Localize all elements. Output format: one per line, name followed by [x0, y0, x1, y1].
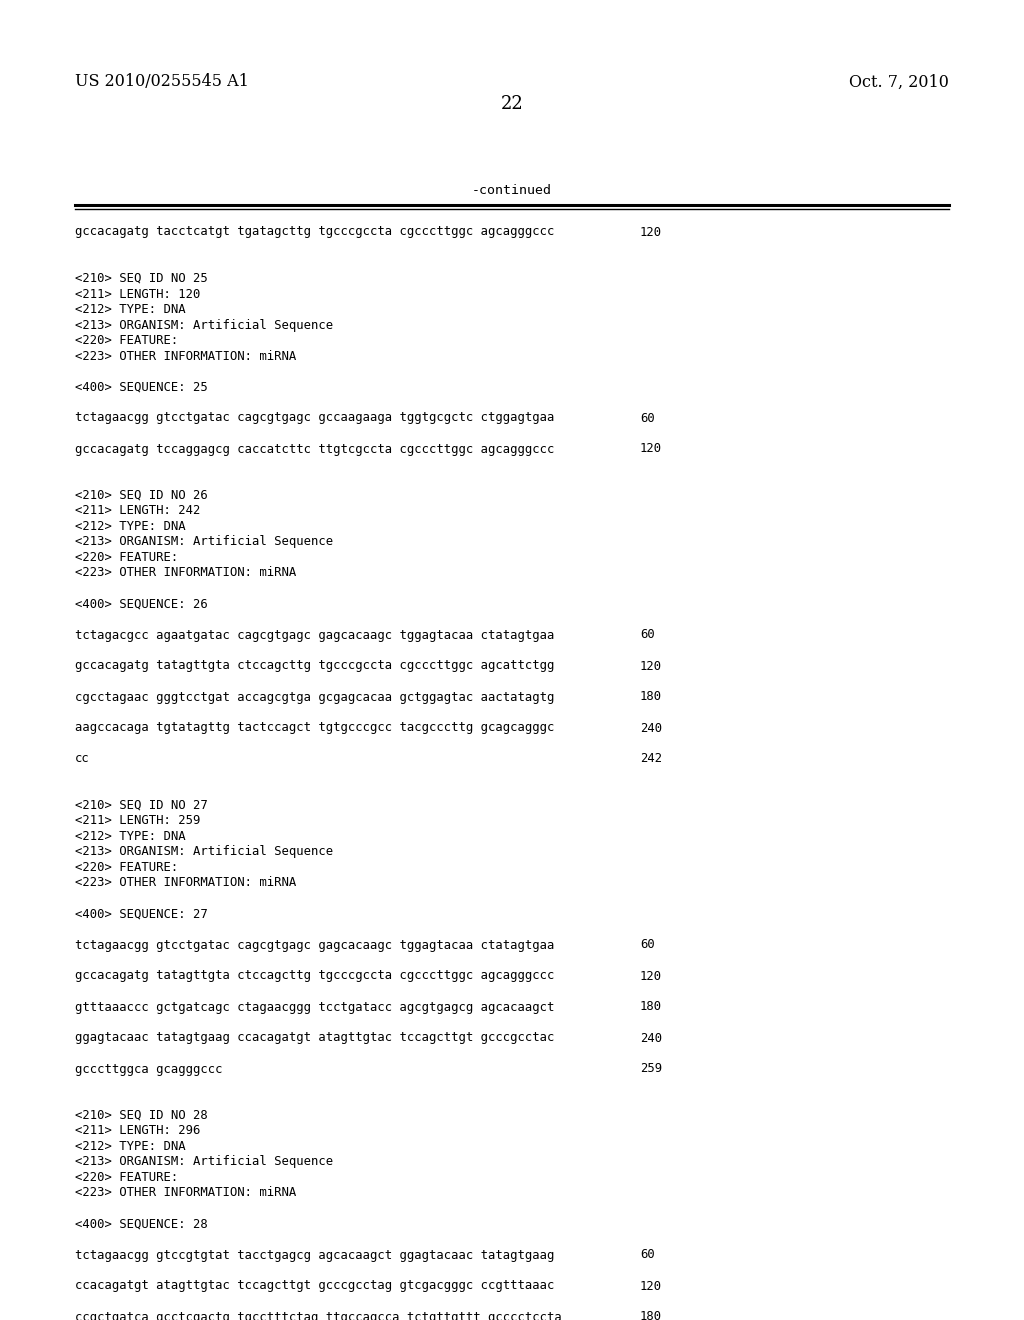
Text: <211> LENGTH: 242: <211> LENGTH: 242 [75, 504, 201, 517]
Text: tctagaacgg gtccgtgtat tacctgagcg agcacaagct ggagtacaac tatagtgaag: tctagaacgg gtccgtgtat tacctgagcg agcacaa… [75, 1249, 554, 1262]
Text: 22: 22 [501, 95, 523, 114]
Text: 180: 180 [640, 1311, 663, 1320]
Text: 180: 180 [640, 1001, 663, 1014]
Text: <210> SEQ ID NO 25: <210> SEQ ID NO 25 [75, 272, 208, 285]
Text: <210> SEQ ID NO 27: <210> SEQ ID NO 27 [75, 799, 208, 812]
Text: tctagaacgg gtcctgatac cagcgtgagc gccaagaaga tggtgcgctc ctggagtgaa: tctagaacgg gtcctgatac cagcgtgagc gccaaga… [75, 412, 554, 425]
Text: gccacagatg tccaggagcg caccatcttc ttgtcgccta cgcccttggc agcagggccc: gccacagatg tccaggagcg caccatcttc ttgtcgc… [75, 442, 554, 455]
Text: <223> OTHER INFORMATION: miRNA: <223> OTHER INFORMATION: miRNA [75, 1187, 296, 1200]
Text: <211> LENGTH: 120: <211> LENGTH: 120 [75, 288, 201, 301]
Text: <400> SEQUENCE: 25: <400> SEQUENCE: 25 [75, 380, 208, 393]
Text: tctagaacgg gtcctgatac cagcgtgagc gagcacaagc tggagtacaa ctatagtgaa: tctagaacgg gtcctgatac cagcgtgagc gagcaca… [75, 939, 554, 952]
Text: tctagacgcc agaatgatac cagcgtgagc gagcacaagc tggagtacaa ctatagtgaa: tctagacgcc agaatgatac cagcgtgagc gagcaca… [75, 628, 554, 642]
Text: gccacagatg tatagttgta ctccagcttg tgcccgccta cgcccttggc agcattctgg: gccacagatg tatagttgta ctccagcttg tgcccgc… [75, 660, 554, 672]
Text: gtttaaaccc gctgatcagc ctagaacggg tcctgatacc agcgtgagcg agcacaagct: gtttaaaccc gctgatcagc ctagaacggg tcctgat… [75, 1001, 554, 1014]
Text: <211> LENGTH: 259: <211> LENGTH: 259 [75, 814, 201, 828]
Text: 259: 259 [640, 1063, 663, 1076]
Text: 120: 120 [640, 969, 663, 982]
Text: US 2010/0255545 A1: US 2010/0255545 A1 [75, 74, 249, 91]
Text: <212> TYPE: DNA: <212> TYPE: DNA [75, 304, 185, 315]
Text: 180: 180 [640, 690, 663, 704]
Text: <220> FEATURE:: <220> FEATURE: [75, 861, 178, 874]
Text: <212> TYPE: DNA: <212> TYPE: DNA [75, 520, 185, 533]
Text: <220> FEATURE:: <220> FEATURE: [75, 334, 178, 347]
Text: 242: 242 [640, 752, 663, 766]
Text: cgcctagaac gggtcctgat accagcgtga gcgagcacaa gctggagtac aactatagtg: cgcctagaac gggtcctgat accagcgtga gcgagca… [75, 690, 554, 704]
Text: gccacagatg tacctcatgt tgatagcttg tgcccgccta cgcccttggc agcagggccc: gccacagatg tacctcatgt tgatagcttg tgcccgc… [75, 226, 554, 239]
Text: ccgctgatca gcctcgactg tgcctttctag ttgccagcca tctgttgttt gcccctccta: ccgctgatca gcctcgactg tgcctttctag ttgcca… [75, 1311, 562, 1320]
Text: 240: 240 [640, 1031, 663, 1044]
Text: <210> SEQ ID NO 26: <210> SEQ ID NO 26 [75, 488, 208, 502]
Text: -continued: -continued [472, 183, 552, 197]
Text: cc: cc [75, 752, 90, 766]
Text: 120: 120 [640, 226, 663, 239]
Text: <212> TYPE: DNA: <212> TYPE: DNA [75, 1140, 185, 1152]
Text: <223> OTHER INFORMATION: miRNA: <223> OTHER INFORMATION: miRNA [75, 350, 296, 363]
Text: <400> SEQUENCE: 26: <400> SEQUENCE: 26 [75, 598, 208, 610]
Text: 60: 60 [640, 1249, 654, 1262]
Text: <223> OTHER INFORMATION: miRNA: <223> OTHER INFORMATION: miRNA [75, 876, 296, 890]
Text: <220> FEATURE:: <220> FEATURE: [75, 1171, 178, 1184]
Text: gcccttggca gcagggccc: gcccttggca gcagggccc [75, 1063, 222, 1076]
Text: 60: 60 [640, 412, 654, 425]
Text: 60: 60 [640, 628, 654, 642]
Text: <213> ORGANISM: Artificial Sequence: <213> ORGANISM: Artificial Sequence [75, 318, 333, 331]
Text: <211> LENGTH: 296: <211> LENGTH: 296 [75, 1125, 201, 1138]
Text: <213> ORGANISM: Artificial Sequence: <213> ORGANISM: Artificial Sequence [75, 846, 333, 858]
Text: gccacagatg tatagttgta ctccagcttg tgcccgccta cgcccttggc agcagggccc: gccacagatg tatagttgta ctccagcttg tgcccgc… [75, 969, 554, 982]
Text: <212> TYPE: DNA: <212> TYPE: DNA [75, 830, 185, 843]
Text: <223> OTHER INFORMATION: miRNA: <223> OTHER INFORMATION: miRNA [75, 566, 296, 579]
Text: <220> FEATURE:: <220> FEATURE: [75, 550, 178, 564]
Text: <400> SEQUENCE: 27: <400> SEQUENCE: 27 [75, 908, 208, 920]
Text: aagccacaga tgtatagttg tactccagct tgtgcccgcc tacgcccttg gcagcagggc: aagccacaga tgtatagttg tactccagct tgtgccc… [75, 722, 554, 734]
Text: 60: 60 [640, 939, 654, 952]
Text: 120: 120 [640, 1279, 663, 1292]
Text: 240: 240 [640, 722, 663, 734]
Text: 120: 120 [640, 442, 663, 455]
Text: ccacagatgt atagttgtac tccagcttgt gcccgcctag gtcgacgggc ccgtttaaac: ccacagatgt atagttgtac tccagcttgt gcccgcc… [75, 1279, 554, 1292]
Text: ggagtacaac tatagtgaag ccacagatgt atagttgtac tccagcttgt gcccgcctac: ggagtacaac tatagtgaag ccacagatgt atagttg… [75, 1031, 554, 1044]
Text: 120: 120 [640, 660, 663, 672]
Text: <213> ORGANISM: Artificial Sequence: <213> ORGANISM: Artificial Sequence [75, 1155, 333, 1168]
Text: <400> SEQUENCE: 28: <400> SEQUENCE: 28 [75, 1217, 208, 1230]
Text: <210> SEQ ID NO 28: <210> SEQ ID NO 28 [75, 1109, 208, 1122]
Text: <213> ORGANISM: Artificial Sequence: <213> ORGANISM: Artificial Sequence [75, 536, 333, 549]
Text: Oct. 7, 2010: Oct. 7, 2010 [849, 74, 949, 91]
